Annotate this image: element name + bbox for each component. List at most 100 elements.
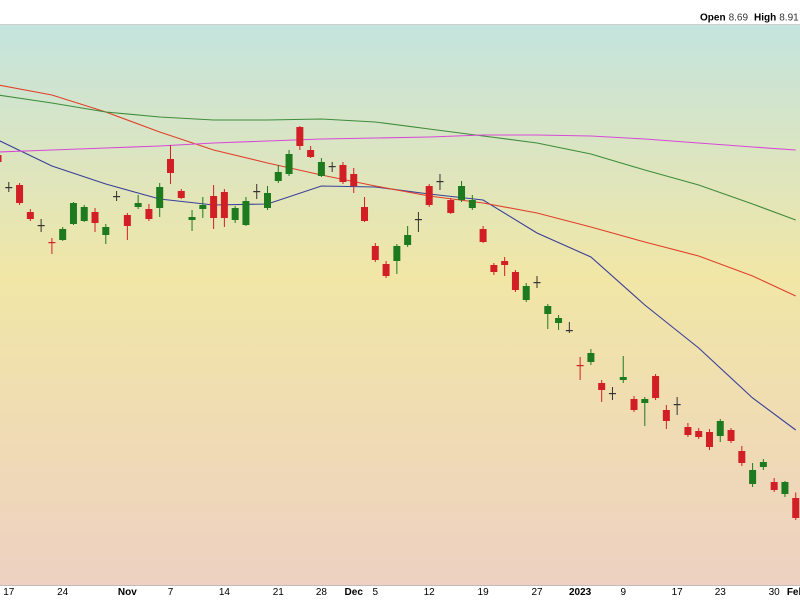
x-tick-label: 7: [168, 587, 174, 598]
candle-body: [598, 383, 606, 390]
candle-body: [80, 207, 88, 221]
x-tick-label: 23: [715, 587, 727, 598]
x-tick-label: 27: [531, 587, 543, 598]
candle-body: [608, 393, 616, 395]
candle-body: [177, 191, 185, 198]
x-tick-label: 17: [3, 587, 15, 598]
candle-body: [759, 462, 767, 467]
candle-body: [447, 200, 455, 213]
x-tick-label: 5: [373, 587, 379, 598]
candle-body: [641, 399, 649, 403]
candle-body: [91, 212, 99, 223]
candle-body: [371, 246, 379, 260]
candle-body: [555, 318, 563, 323]
candle-body: [425, 186, 433, 205]
candle-body: [253, 191, 261, 193]
x-axis: 17 24 Nov 7 14 21 28 Dec 5 12 19 27 2023 9 17 23 30 Feb: [3, 587, 800, 598]
candle-body: [673, 404, 681, 406]
candle-body: [522, 286, 530, 300]
candle-body: [738, 451, 746, 463]
moving-average-line: [0, 134, 796, 153]
header-value: 8.69: [729, 13, 749, 24]
candle-body: [792, 498, 800, 518]
candle-body: [113, 196, 121, 198]
candle-body: [716, 421, 724, 436]
candle-body: [350, 174, 358, 186]
x-tick-label: 9: [620, 587, 626, 598]
candle-body: [307, 150, 315, 157]
x-tick-label: Nov: [118, 587, 137, 598]
x-tick-label: 19: [478, 587, 490, 598]
candle-body: [662, 410, 670, 421]
candle-body: [123, 215, 131, 226]
header-band: [0, 0, 800, 25]
candle-body: [231, 208, 239, 220]
x-tick-label: 28: [316, 587, 328, 598]
header-value: 8.91: [779, 13, 799, 24]
x-tick-label: 14: [219, 587, 231, 598]
candle-body: [361, 207, 369, 221]
candle-body: [630, 399, 638, 410]
candle-body: [576, 365, 584, 367]
candle-body: [199, 205, 207, 209]
candle-body: [339, 165, 347, 182]
candle-body: [727, 430, 735, 441]
x-tick-label: 2023: [569, 587, 592, 598]
candle-body: [156, 187, 164, 208]
candle-body: [5, 187, 13, 189]
candle-body: [695, 431, 703, 437]
candle-body: [382, 264, 390, 276]
candle-body: [145, 209, 153, 219]
candle-body: [188, 217, 196, 220]
candle-body: [587, 353, 595, 362]
candle-body: [393, 246, 401, 261]
candle-body: [468, 200, 476, 208]
candle-body: [220, 192, 228, 218]
candle-body: [414, 219, 422, 221]
candle-body: [37, 225, 45, 227]
candle-body: [102, 227, 110, 235]
candle-body: [296, 127, 304, 146]
candle-body: [26, 212, 34, 219]
x-tick-label: 24: [57, 587, 69, 598]
header-label: Open: [700, 13, 726, 24]
candle-body: [59, 229, 67, 240]
header-label: High: [754, 13, 776, 24]
candle-body: [458, 186, 466, 200]
candle-body: [770, 482, 778, 490]
candle-body: [328, 166, 336, 168]
candle-body: [242, 201, 250, 225]
candle-body: [619, 377, 627, 380]
candle-body: [479, 229, 487, 242]
candle-body: [404, 235, 412, 245]
candle-body: [705, 432, 713, 447]
candle-body: [317, 162, 325, 176]
candle-body: [511, 272, 519, 290]
candle-body: [565, 330, 573, 332]
candle-body: [16, 185, 24, 203]
candle-body: [652, 376, 660, 398]
candle-body: [134, 203, 142, 207]
moving-average-line: [0, 94, 796, 221]
candle-body: [544, 306, 552, 314]
candle-body: [285, 154, 293, 174]
plot-background: [0, 25, 800, 585]
candle-body: [684, 427, 692, 435]
candle-body: [274, 172, 282, 181]
candle-body: [436, 181, 444, 183]
x-tick-label: 21: [273, 587, 285, 598]
candle-body: [490, 265, 498, 272]
candle-body: [0, 155, 2, 162]
plot-area: [0, 84, 800, 520]
candle-body: [69, 203, 77, 224]
x-tick-label: 30: [769, 587, 781, 598]
candle-body: [533, 282, 541, 284]
candle-body: [501, 261, 509, 265]
x-axis-band: [0, 585, 800, 600]
moving-average-line: [0, 84, 796, 297]
x-tick-label: 17: [672, 587, 684, 598]
candle-body: [210, 196, 218, 218]
candle-body: [264, 193, 271, 208]
